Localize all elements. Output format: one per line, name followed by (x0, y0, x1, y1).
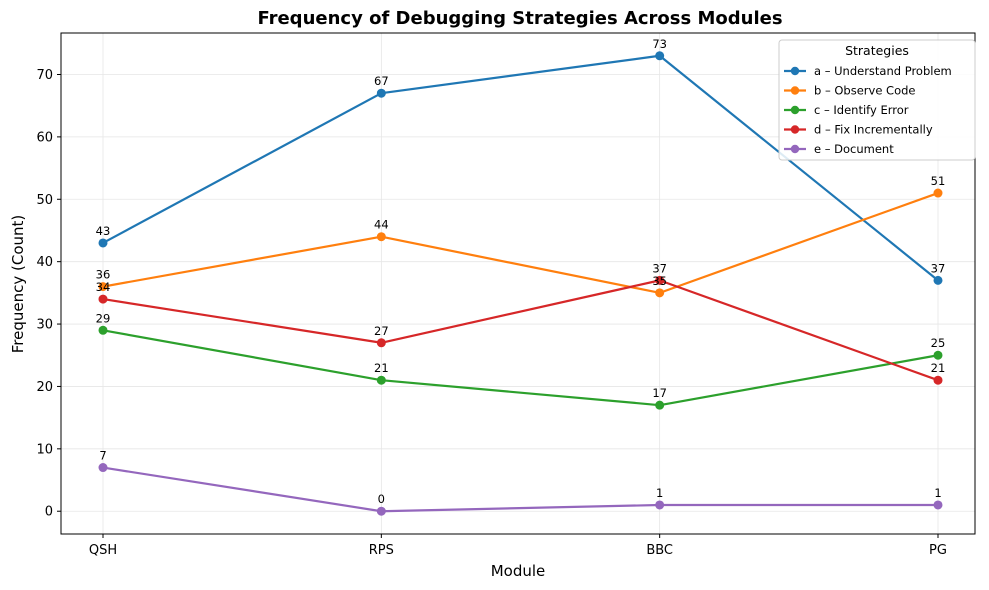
data-point (933, 350, 943, 360)
data-label: 17 (652, 386, 667, 400)
data-label: 37 (931, 261, 946, 275)
data-point (98, 325, 108, 335)
x-tick-label: PG (929, 543, 947, 558)
data-label: 21 (374, 361, 389, 375)
data-label: 44 (374, 218, 389, 232)
y-tick-label: 0 (45, 505, 53, 520)
y-tick-label: 40 (36, 255, 53, 270)
data-label: 7 (99, 449, 106, 463)
legend-items: a – Understand Problem b – Observe Code c … (784, 64, 952, 156)
data-point (655, 51, 665, 61)
legend: Strategies a – Understand Problem b – Obs… (778, 39, 976, 161)
legend-marker (790, 125, 800, 134)
legend-box (778, 39, 976, 161)
legend-label: c – Identify Error (814, 103, 909, 117)
series-line (102, 279, 939, 382)
y-tick-label: 30 (36, 318, 53, 333)
data-label: 36 (96, 268, 111, 282)
data-label: 35 (652, 274, 667, 288)
data-label: 21 (931, 361, 946, 375)
data-point (376, 375, 386, 385)
data-label: 67 (374, 74, 389, 88)
series-line (102, 466, 938, 513)
data-label: 27 (374, 324, 389, 338)
y-tick-label: 20 (36, 380, 53, 395)
x-tick-label: BBC (646, 543, 673, 558)
data-point (933, 275, 943, 285)
data-point (933, 500, 943, 510)
legend-marker (790, 66, 800, 76)
data-labels: 43 67 73 37 36 44 35 51 29 21 17 25 34 27 37 21 7 0 1 1 (96, 37, 946, 506)
x-axis-label: Module (491, 562, 546, 580)
y-tick-label: 10 (36, 442, 53, 457)
y-tick-label: 70 (36, 68, 53, 83)
data-point (655, 288, 665, 298)
data-label: 73 (652, 37, 667, 51)
data-label: 43 (96, 224, 111, 238)
data-point (376, 338, 386, 348)
series-layer (98, 51, 943, 516)
data-point (655, 275, 665, 285)
y-axis: 0 10 20 30 40 50 60 70 (36, 68, 61, 520)
x-tick-label: RPS (369, 543, 394, 558)
grid (61, 33, 975, 534)
data-label: 34 (96, 280, 111, 294)
data-point (98, 282, 108, 292)
series-line (102, 54, 939, 282)
data-point (376, 506, 386, 516)
series-line (102, 329, 939, 407)
data-label: 29 (96, 311, 111, 325)
legend-marker (790, 86, 800, 95)
legend-marker (790, 144, 800, 154)
legend-label: b – Observe Code (814, 84, 915, 98)
data-point (376, 232, 386, 242)
data-point (933, 375, 943, 385)
data-label: 1 (934, 486, 941, 500)
data-label: 0 (378, 492, 385, 506)
data-label: 51 (931, 174, 946, 188)
legend-label: e – Document (814, 142, 894, 156)
data-label: 1 (656, 486, 663, 500)
data-point (98, 238, 108, 248)
legend-marker (790, 105, 800, 115)
data-label: 25 (931, 336, 946, 350)
x-axis: QSH RPS BBC PG (89, 534, 947, 558)
plot-area (60, 32, 976, 535)
data-point (933, 188, 943, 198)
data-point (98, 294, 108, 304)
y-tick-label: 50 (36, 193, 53, 208)
y-axis-label: Frequency (Count) (9, 215, 27, 354)
data-point (376, 88, 386, 98)
data-point (655, 500, 665, 510)
legend-label: d – Fix Incrementally (814, 123, 933, 137)
data-label: 37 (652, 261, 667, 275)
series-line (102, 191, 939, 294)
y-tick-label: 60 (36, 130, 53, 145)
data-point (655, 400, 665, 410)
legend-title: Strategies (845, 43, 909, 58)
legend-label: a – Understand Problem (814, 64, 952, 78)
x-tick-label: QSH (89, 543, 117, 558)
data-point (98, 463, 108, 473)
chart-title: Frequency of Debugging Strategies Across… (257, 8, 782, 29)
